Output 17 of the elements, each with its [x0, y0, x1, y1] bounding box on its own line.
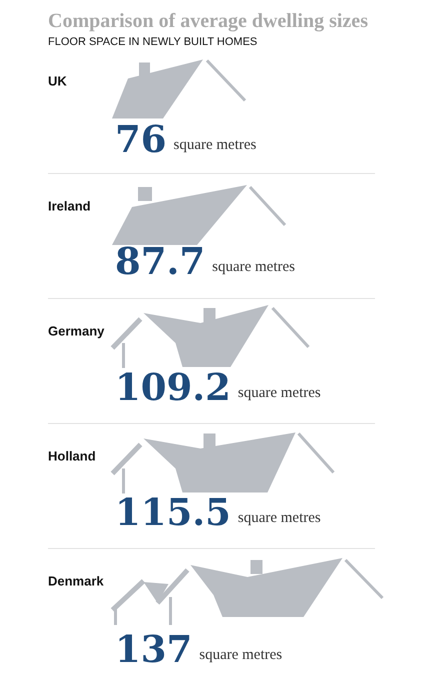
category-label: UK	[48, 74, 68, 88]
data-label: 76	[115, 117, 166, 161]
text: square metres	[238, 510, 321, 526]
data-label: 87.7	[115, 239, 206, 283]
category-label: Germany	[48, 324, 106, 338]
text: square metres	[238, 385, 321, 401]
text: square metres	[199, 647, 282, 663]
category-label: Holland	[48, 448, 96, 464]
text: square metres	[212, 259, 296, 275]
category-label: Ireland	[48, 198, 91, 214]
text: square metres	[173, 137, 257, 153]
data-label: 109.2	[115, 365, 231, 409]
data-label: 115.5	[115, 490, 231, 534]
text: FLOOR SPACE IN NEWLY BUILT HOMES	[48, 36, 258, 48]
category-label: Denmark	[48, 574, 104, 588]
text: Comparison of average dwelling sizes	[48, 10, 368, 32]
data-label: 137	[115, 627, 192, 671]
